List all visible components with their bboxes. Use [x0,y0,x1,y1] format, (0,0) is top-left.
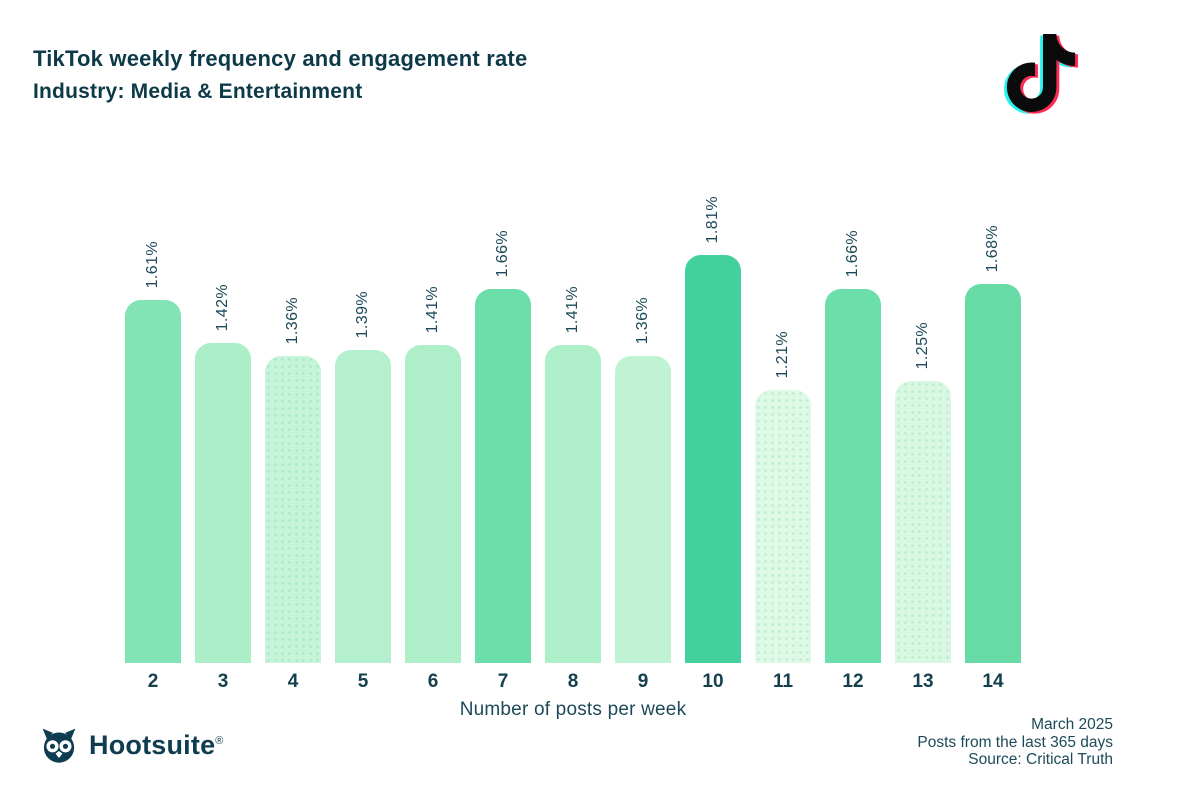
registered-mark: ® [215,734,224,747]
bar-value-label: 1.39% [354,290,371,338]
bar-column-2: 1.61% [125,241,181,663]
footer-date: March 2025 [1031,716,1113,733]
bar-value-label: 1.41% [424,285,441,333]
x-axis-ticks: 2 3 4 5 6 7 8 9 10 11 12 13 14 [125,671,1021,693]
bar-column-11: 1.21% [755,255,811,663]
bar-column-12: 1.66% [825,230,881,663]
bar-column-4: 1.36% [265,255,321,663]
bar-column-3: 1.42% [195,255,251,663]
x-tick-label-7: 7 [497,671,509,692]
x-tick-label-4: 4 [287,671,299,692]
tiktok-logo-icon [1003,33,1079,114]
x-tick-label-11: 11 [772,671,794,692]
bar-posts-8 [545,345,601,663]
x-tick-label-3: 3 [217,671,229,692]
page-title: TikTok weekly frequency and engagement r… [33,46,528,71]
bar-posts-4 [265,356,321,663]
bar-value-label: 1.66% [494,229,511,277]
title-block: TikTok weekly frequency and engagement r… [33,42,527,108]
hootsuite-owl-icon [42,728,76,763]
bar-posts-7 [475,289,531,663]
bar-column-14: 1.68% [965,225,1021,663]
bar-column-9: 1.36% [615,255,671,663]
bar-column-5: 1.39% [335,255,391,663]
x-tick-label-13: 13 [912,671,934,692]
bar-value-label: 1.66% [844,229,861,277]
x-tick-label-5: 5 [357,671,369,692]
x-tick-label-14: 14 [982,671,1004,692]
bar-value-label: 1.36% [284,296,301,344]
hootsuite-wordmark: Hootsuite® [89,729,224,760]
bar-posts-12 [825,289,881,663]
page-subtitle: Industry: Media & Entertainment [33,80,363,103]
bar-chart: 1.61% 1.42% 1.36% 1.39% 1.41% 1.66% 1.41% 1.36%… [125,196,1021,663]
x-tick-label-8: 8 [567,671,579,692]
bar-value-label: 1.36% [634,296,651,344]
bar-posts-3 [195,343,251,663]
bar-value-label: 1.68% [984,224,1001,272]
x-tick-label-12: 12 [842,671,864,692]
bar-column-7: 1.66% [475,230,531,663]
footer-meta: March 2025 Posts from the last 365 days … [917,716,1113,769]
bar-posts-9 [615,356,671,663]
x-tick-label-6: 6 [427,671,439,692]
bar-posts-6 [405,345,461,663]
bar-value-label: 1.41% [564,285,581,333]
bar-value-label: 1.25% [914,321,931,369]
x-tick-label-9: 9 [637,671,649,692]
bar-column-10: 1.81% [685,196,741,663]
x-axis-title: Number of posts per week [459,699,687,720]
x-tick-label-2: 2 [147,671,159,692]
footer-period: Posts from the last 365 days [917,733,1113,751]
bar-posts-10 [685,255,741,663]
hootsuite-logo: Hootsuite® [38,726,224,764]
bar-column-6: 1.41% [405,255,461,663]
bar-posts-2 [125,300,181,663]
bar-value-label: 1.81% [704,195,721,243]
bar-posts-13 [895,381,951,663]
bar-posts-5 [335,350,391,663]
footer-source: Source: Critical Truth [968,751,1113,768]
bar-value-label: 1.61% [144,240,161,288]
bar-posts-11 [755,390,811,663]
bar-column-8: 1.41% [545,255,601,663]
x-tick-label-10: 10 [702,671,724,692]
bar-posts-14 [965,284,1021,663]
bar-column-13: 1.25% [895,255,951,663]
bar-value-label: 1.21% [774,330,791,378]
bar-value-label: 1.42% [214,283,231,331]
